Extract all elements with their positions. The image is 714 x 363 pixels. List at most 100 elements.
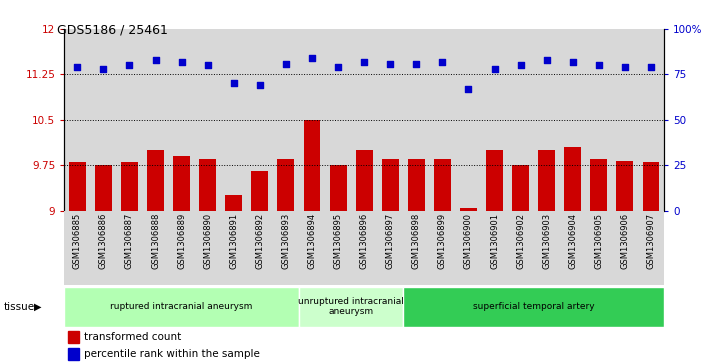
Bar — [195, 29, 221, 211]
Point — [619, 64, 630, 70]
Bar — [456, 29, 481, 211]
Bar — [143, 29, 169, 211]
Text: GSM1306889: GSM1306889 — [177, 213, 186, 269]
Bar — [95, 165, 112, 211]
Bar — [616, 161, 633, 211]
Bar — [382, 159, 398, 211]
Bar — [538, 150, 555, 211]
Bar — [251, 171, 268, 211]
Bar — [377, 29, 403, 211]
Bar — [64, 211, 91, 285]
Bar — [299, 287, 403, 327]
Bar — [486, 150, 503, 211]
Text: GSM1306896: GSM1306896 — [360, 213, 368, 269]
Bar — [403, 29, 429, 211]
Bar — [299, 29, 325, 211]
Text: GSM1306904: GSM1306904 — [568, 213, 577, 269]
Bar — [303, 120, 321, 211]
Bar — [508, 29, 533, 211]
Bar — [403, 211, 429, 285]
Point — [593, 62, 605, 68]
Bar — [278, 159, 294, 211]
Bar — [351, 29, 377, 211]
Text: GSM1306906: GSM1306906 — [620, 213, 630, 269]
Text: GSM1306900: GSM1306900 — [464, 213, 473, 269]
Point — [358, 59, 370, 65]
Text: GSM1306901: GSM1306901 — [490, 213, 499, 269]
Bar — [456, 211, 481, 285]
Text: unruptured intracranial
aneurysm: unruptured intracranial aneurysm — [298, 297, 404, 317]
Bar — [325, 211, 351, 285]
Point — [411, 61, 422, 66]
Point — [645, 64, 657, 70]
Text: GSM1306893: GSM1306893 — [281, 213, 291, 269]
Point — [463, 86, 474, 92]
Bar — [199, 159, 216, 211]
Point — [202, 62, 213, 68]
Point — [385, 61, 396, 66]
Bar — [68, 331, 79, 343]
Bar — [221, 211, 247, 285]
Text: GSM1306899: GSM1306899 — [438, 213, 447, 269]
Bar — [508, 211, 533, 285]
Text: GSM1306892: GSM1306892 — [256, 213, 264, 269]
Bar — [325, 29, 351, 211]
Bar — [590, 159, 608, 211]
Text: GSM1306897: GSM1306897 — [386, 213, 395, 269]
Text: GSM1306885: GSM1306885 — [73, 213, 82, 269]
Bar — [429, 211, 456, 285]
Bar — [195, 211, 221, 285]
Point — [306, 55, 318, 61]
Bar — [116, 211, 143, 285]
Text: tissue: tissue — [4, 302, 35, 312]
Bar — [226, 195, 242, 211]
Text: GSM1306891: GSM1306891 — [229, 213, 238, 269]
Bar — [512, 165, 529, 211]
Bar — [564, 147, 581, 211]
Bar — [91, 29, 116, 211]
Point — [332, 64, 343, 70]
Text: GSM1306898: GSM1306898 — [412, 213, 421, 269]
Text: GSM1306895: GSM1306895 — [333, 213, 343, 269]
Bar — [351, 211, 377, 285]
Bar — [560, 29, 585, 211]
Text: GSM1306886: GSM1306886 — [99, 213, 108, 269]
Bar — [356, 150, 373, 211]
Point — [71, 64, 83, 70]
Bar — [273, 29, 299, 211]
Point — [541, 57, 553, 63]
Point — [515, 62, 526, 68]
Bar — [377, 211, 403, 285]
Bar — [585, 211, 612, 285]
Text: GSM1306888: GSM1306888 — [151, 213, 160, 269]
Point — [254, 82, 266, 88]
Bar — [247, 211, 273, 285]
Text: ruptured intracranial aneurysm: ruptured intracranial aneurysm — [111, 302, 253, 311]
Text: GSM1306905: GSM1306905 — [594, 213, 603, 269]
Bar — [116, 29, 143, 211]
Bar — [169, 29, 195, 211]
Bar — [585, 29, 612, 211]
Point — [567, 59, 578, 65]
Bar — [460, 208, 477, 211]
Bar — [612, 29, 638, 211]
Point — [228, 81, 239, 86]
Bar — [121, 162, 138, 211]
Bar — [69, 162, 86, 211]
Bar — [68, 348, 79, 360]
Bar — [429, 29, 456, 211]
Bar — [169, 211, 195, 285]
Bar — [143, 211, 169, 285]
Bar — [299, 211, 325, 285]
Bar — [638, 29, 664, 211]
Point — [98, 66, 109, 72]
Bar — [643, 162, 660, 211]
Text: transformed count: transformed count — [84, 332, 181, 342]
Bar — [560, 211, 585, 285]
Text: GSM1306902: GSM1306902 — [516, 213, 525, 269]
Point — [124, 62, 135, 68]
Bar — [434, 159, 451, 211]
Bar — [91, 211, 116, 285]
Bar — [221, 29, 247, 211]
Text: GSM1306890: GSM1306890 — [203, 213, 212, 269]
